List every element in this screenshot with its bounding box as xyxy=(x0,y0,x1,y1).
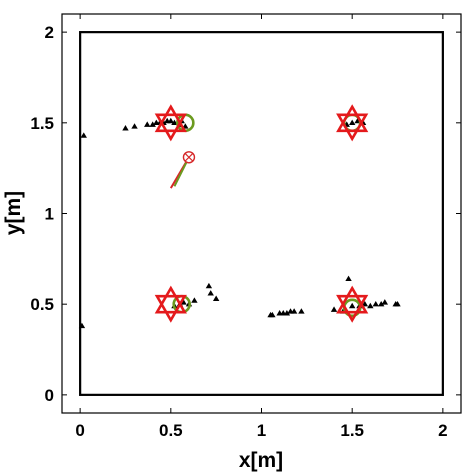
x-tick-label: 0.5 xyxy=(159,421,183,440)
target-hexagram-down xyxy=(336,294,369,323)
x-tick-label: 1.5 xyxy=(340,421,364,440)
target-hexagram-down xyxy=(336,113,369,142)
observation-triangle xyxy=(348,302,356,309)
observation-triangle xyxy=(372,300,379,307)
observation-triangle xyxy=(191,297,198,303)
observation-triangle xyxy=(167,117,175,124)
target-hexagram-up xyxy=(336,285,369,314)
observation-triangle xyxy=(378,300,385,307)
y-tick-label: 1.5 xyxy=(30,114,54,133)
observation-triangle xyxy=(122,125,129,131)
target-hexagram-down xyxy=(154,113,187,142)
arena-boundary xyxy=(79,31,444,396)
observation-triangle xyxy=(131,123,138,129)
observation-triangle xyxy=(149,121,156,127)
observation-triangle xyxy=(290,308,298,314)
y-axis-title: y[m] xyxy=(2,191,25,235)
target-hexagram-up xyxy=(336,104,369,133)
axes-box xyxy=(61,13,462,414)
observation-triangle xyxy=(330,306,338,312)
estimates-layer xyxy=(172,113,362,318)
target-hexagram-up xyxy=(154,104,187,133)
observation-triangle xyxy=(381,299,389,305)
observation-triangle xyxy=(298,308,305,314)
target-hexagram-down xyxy=(154,294,187,323)
observation-triangle xyxy=(367,302,374,309)
agent-marker-cross xyxy=(184,153,194,162)
observation-triangle xyxy=(394,300,401,307)
observations-layer xyxy=(78,117,401,329)
y-tick-label: 0 xyxy=(45,386,54,405)
observation-triangle xyxy=(345,275,352,282)
observation-triangle xyxy=(78,322,86,329)
y-tick-label: 0.5 xyxy=(30,295,54,314)
observation-triangle xyxy=(348,119,356,126)
y-tick-label: 1 xyxy=(45,205,54,224)
y-tick-label: 2 xyxy=(45,23,54,42)
target-hexagram-up xyxy=(154,285,187,314)
x-tick-label: 0 xyxy=(75,421,84,440)
observation-triangle xyxy=(212,295,220,301)
observation-triangle xyxy=(283,310,291,316)
tick-layer: 0 0.5 1 1.5 2 0 0.5 1 1.5 2 xyxy=(30,14,461,440)
observation-triangle xyxy=(207,290,214,296)
x-tick-label: 2 xyxy=(438,421,447,440)
agent-layer xyxy=(169,151,196,189)
x-tick-label: 1 xyxy=(257,421,266,440)
observation-triangle xyxy=(144,121,151,127)
observation-triangle xyxy=(269,311,276,318)
x-axis-title: x[m] xyxy=(239,449,283,472)
observation-triangle xyxy=(205,282,213,289)
observation-triangle xyxy=(171,119,178,126)
observation-triangle xyxy=(80,132,87,138)
targets-layer xyxy=(154,104,369,323)
